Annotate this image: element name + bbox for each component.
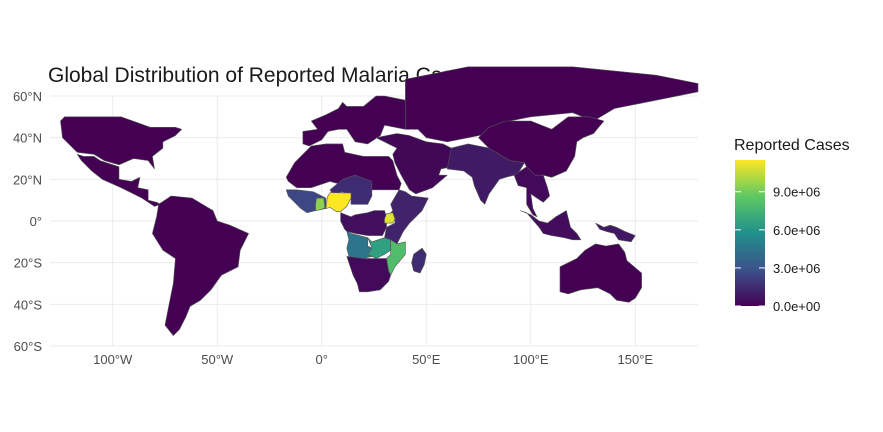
y-tick-label: 40°N [13, 131, 42, 146]
legend-tick-label: 9.0e+06 [773, 185, 820, 200]
region-china-east-asia [478, 116, 605, 178]
region-north-america [60, 116, 182, 170]
region-australia-oceania [559, 243, 642, 303]
legend-title: Reported Cases [734, 137, 850, 154]
country-layer [60, 66, 699, 336]
region-middle-east [375, 133, 452, 195]
legend-colorbar [735, 160, 765, 306]
x-tick-label: 100°W [93, 352, 133, 367]
region-madagascar [411, 247, 427, 274]
y-tick-label: 60°N [13, 89, 42, 104]
y-tick-label: 20°N [13, 172, 42, 187]
legend-tick-label: 6.0e+06 [773, 223, 820, 238]
region-southern-africa [346, 256, 392, 293]
x-tick-label: 0° [316, 352, 328, 367]
region-central-america [76, 154, 162, 207]
region-ghana-area [315, 197, 326, 211]
x-tick-label: 50°W [201, 352, 234, 367]
region-east-africa [384, 189, 429, 245]
x-tick-label: 150°E [618, 352, 654, 367]
y-tick-label: 60°S [14, 339, 43, 354]
region-uganda [384, 212, 396, 224]
region-south-america [152, 195, 249, 336]
region-indonesia [519, 210, 582, 241]
region-south-asia [446, 143, 525, 205]
map-title: Global Distribution of Reported Malaria … [48, 64, 475, 87]
region-north-africa [285, 143, 402, 191]
y-tick-label: 40°S [14, 297, 43, 312]
region-nigeria [325, 192, 352, 212]
y-tick-label: 0° [30, 214, 42, 229]
legend: Reported Cases 0.0e+00 3.0e+06 6.0e+06 9.0e… [734, 137, 850, 314]
region-southeast-asia [513, 166, 550, 218]
axes: 100°W 50°W 0° 50°E 100°E 150°E 60°N 40°N 20°N 0° 2… [13, 89, 653, 367]
x-tick-label: 50°E [412, 352, 441, 367]
x-tick-label: 100°E [513, 352, 549, 367]
legend-tick-label: 0.0e+00 [773, 299, 820, 314]
legend-tick-label: 3.0e+06 [773, 261, 820, 276]
region-papua [595, 222, 636, 243]
y-tick-label: 20°S [14, 256, 43, 271]
region-zambia [367, 237, 392, 259]
